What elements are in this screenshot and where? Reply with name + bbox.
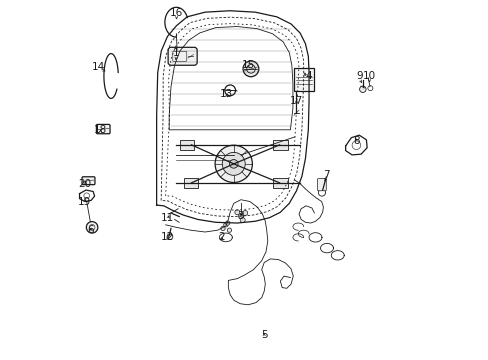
Circle shape bbox=[225, 221, 229, 225]
FancyBboxPatch shape bbox=[183, 178, 198, 188]
Text: 8: 8 bbox=[352, 136, 359, 145]
FancyBboxPatch shape bbox=[317, 179, 325, 191]
Circle shape bbox=[229, 159, 238, 168]
Text: 9: 9 bbox=[355, 71, 362, 81]
Text: 19: 19 bbox=[78, 197, 91, 207]
Circle shape bbox=[242, 211, 247, 216]
Text: 7: 7 bbox=[322, 170, 329, 180]
Circle shape bbox=[238, 213, 243, 219]
Text: 5: 5 bbox=[261, 330, 267, 340]
Circle shape bbox=[221, 226, 224, 230]
FancyBboxPatch shape bbox=[273, 140, 287, 150]
Text: 10: 10 bbox=[362, 71, 375, 81]
Text: 6: 6 bbox=[87, 225, 94, 235]
Circle shape bbox=[223, 223, 227, 227]
Text: 13: 13 bbox=[220, 89, 233, 99]
FancyBboxPatch shape bbox=[96, 125, 110, 134]
Text: 15: 15 bbox=[241, 60, 254, 70]
Circle shape bbox=[227, 228, 231, 232]
Text: 18: 18 bbox=[94, 125, 107, 135]
Circle shape bbox=[86, 222, 98, 233]
FancyBboxPatch shape bbox=[273, 178, 287, 188]
Text: 4: 4 bbox=[305, 71, 312, 81]
Text: 20: 20 bbox=[78, 179, 91, 189]
Text: 16: 16 bbox=[169, 8, 183, 18]
FancyBboxPatch shape bbox=[180, 140, 194, 150]
Circle shape bbox=[215, 145, 252, 183]
Text: 11: 11 bbox=[161, 213, 174, 222]
Text: 1: 1 bbox=[173, 48, 179, 58]
FancyBboxPatch shape bbox=[82, 177, 95, 185]
FancyBboxPatch shape bbox=[168, 47, 197, 65]
Circle shape bbox=[240, 218, 244, 223]
Text: 2: 2 bbox=[218, 232, 225, 242]
Circle shape bbox=[234, 210, 239, 215]
Text: 14: 14 bbox=[91, 62, 104, 72]
Text: 17: 17 bbox=[289, 96, 303, 106]
Circle shape bbox=[222, 152, 244, 175]
FancyBboxPatch shape bbox=[293, 68, 313, 91]
Text: 3: 3 bbox=[237, 211, 244, 221]
Circle shape bbox=[243, 61, 258, 77]
Circle shape bbox=[359, 86, 366, 93]
Text: 12: 12 bbox=[161, 232, 174, 242]
